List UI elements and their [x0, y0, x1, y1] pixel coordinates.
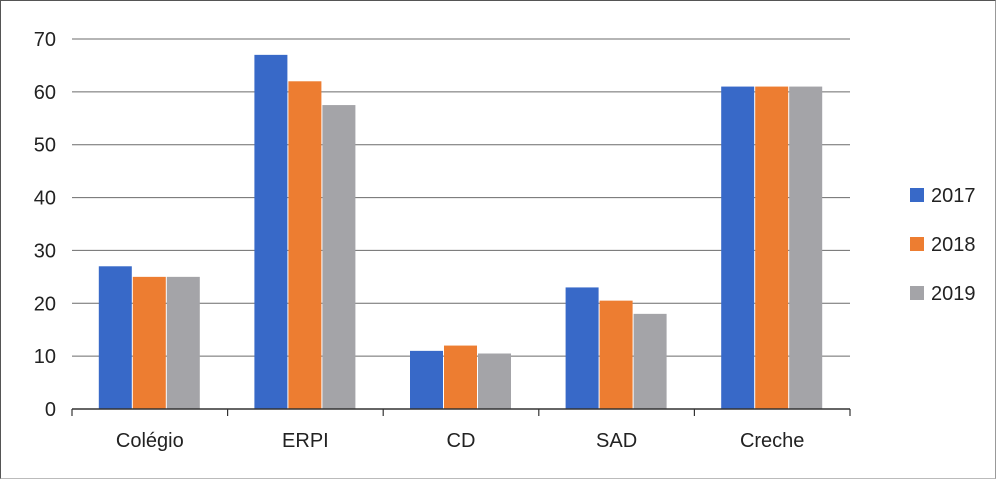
category-label-2: CD — [447, 430, 476, 452]
category-label-4: Creche — [740, 430, 804, 452]
y-tick-label-40: 40 — [34, 188, 56, 210]
y-tick-label-30: 30 — [34, 240, 56, 262]
legend-label-2017: 2017 — [931, 185, 976, 207]
legend-label-2018: 2018 — [931, 234, 976, 256]
bar-sad-2017 — [565, 287, 599, 409]
category-label-1: ERPI — [282, 430, 329, 452]
bar-cd-2019 — [478, 353, 511, 409]
legend-label-2019: 2019 — [931, 283, 976, 305]
bar-sad-2018 — [599, 300, 633, 409]
y-tick-label-70: 70 — [34, 29, 56, 51]
y-tick-label-60: 60 — [34, 82, 56, 104]
legend-swatch-2017 — [910, 188, 924, 202]
y-tick-label-20: 20 — [34, 293, 56, 315]
category-label-0: Colégio — [116, 430, 184, 452]
gridlines — [72, 38, 850, 357]
bar-cd-2018 — [444, 345, 477, 409]
bar-creche-2017 — [721, 86, 755, 410]
x-axis-category-labels: Colégio ERPI CD SAD Creche — [116, 430, 805, 452]
bar-cd-2017 — [410, 350, 443, 409]
y-tick-label-50: 50 — [34, 135, 56, 157]
category-label-3: SAD — [596, 430, 637, 452]
y-tick-label-0: 0 — [45, 399, 56, 421]
y-tick-label-10: 10 — [34, 346, 56, 368]
bar-colégio-2017 — [98, 266, 132, 409]
bar-colégio-2019 — [166, 276, 200, 409]
bar-creche-2019 — [789, 86, 823, 410]
y-axis-tick-labels: 0 10 20 30 40 50 60 70 — [34, 29, 56, 421]
bar-erpi-2018 — [288, 81, 322, 410]
legend-swatch-2019 — [910, 286, 924, 300]
bar-erpi-2019 — [322, 105, 356, 410]
bar-sad-2019 — [633, 313, 667, 409]
legend: 2017 2018 2019 — [910, 185, 976, 305]
bar-erpi-2017 — [254, 54, 288, 409]
x-axis — [71, 408, 851, 416]
bars — [98, 54, 823, 410]
legend-swatch-2018 — [910, 237, 924, 251]
bar-colégio-2018 — [132, 276, 166, 409]
bar-creche-2018 — [755, 86, 789, 410]
